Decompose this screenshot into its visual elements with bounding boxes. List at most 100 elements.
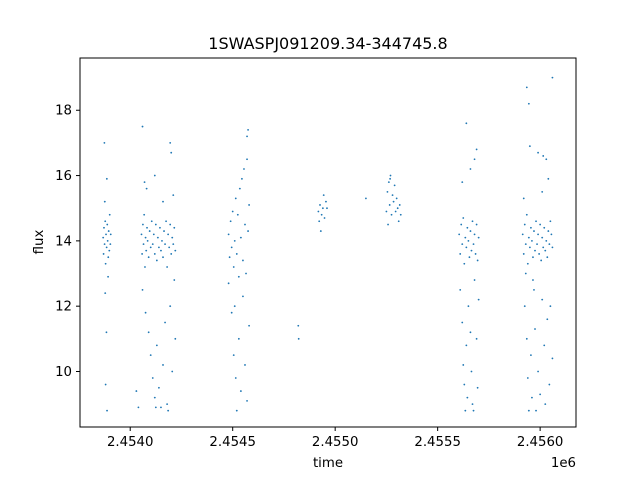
data-point xyxy=(473,233,476,236)
data-point xyxy=(389,174,392,177)
data-point xyxy=(228,256,231,259)
data-point xyxy=(161,239,163,242)
data-point xyxy=(528,246,531,249)
data-point xyxy=(167,233,170,236)
data-point xyxy=(156,236,159,239)
data-point xyxy=(318,220,321,223)
data-point xyxy=(535,409,537,412)
data-point xyxy=(538,253,541,255)
data-point xyxy=(155,344,158,347)
data-point xyxy=(106,223,109,226)
data-point xyxy=(387,181,390,183)
data-point xyxy=(523,305,526,308)
data-point xyxy=(109,233,112,236)
data-point xyxy=(248,324,250,327)
data-point xyxy=(144,311,147,314)
y-axis-ticks: 10 12 14 16 18 xyxy=(55,104,80,380)
data-point xyxy=(166,266,169,268)
data-point xyxy=(172,243,175,246)
data-point xyxy=(152,233,155,236)
data-point xyxy=(242,295,244,298)
data-point xyxy=(141,288,144,291)
x-axis-label: time xyxy=(313,456,343,471)
data-point xyxy=(107,275,109,278)
data-point xyxy=(169,305,172,308)
data-point xyxy=(323,217,326,219)
data-point xyxy=(171,370,174,373)
y-axis-label: flux xyxy=(32,230,47,255)
data-point xyxy=(473,279,476,281)
data-point xyxy=(394,210,397,213)
data-point xyxy=(230,311,233,314)
data-point xyxy=(137,406,140,409)
data-point xyxy=(141,125,144,128)
data-point xyxy=(539,393,542,396)
data-point xyxy=(239,390,242,392)
data-point xyxy=(169,223,172,226)
data-point xyxy=(151,377,154,379)
data-point xyxy=(461,243,464,246)
data-point xyxy=(154,223,157,226)
data-point xyxy=(464,236,467,239)
data-point xyxy=(159,226,161,229)
data-point xyxy=(473,158,476,161)
data-point xyxy=(235,409,238,412)
data-point xyxy=(545,158,548,161)
x-axis-offset-label: 1e6 xyxy=(551,456,576,471)
data-point xyxy=(135,390,138,392)
data-point xyxy=(102,236,105,239)
data-point xyxy=(468,256,471,259)
x-tick-label: 2.4540 xyxy=(107,435,154,450)
data-point xyxy=(537,151,539,154)
data-point xyxy=(106,239,109,242)
data-point xyxy=(243,168,245,170)
data-point xyxy=(469,230,472,232)
x-tick-label: 2.4545 xyxy=(209,435,256,450)
data-point xyxy=(173,226,176,229)
data-point xyxy=(392,200,395,203)
chart-title: 1SWASPJ091209.34-344745.8 xyxy=(208,34,447,53)
data-point xyxy=(147,256,150,259)
data-point xyxy=(540,259,543,262)
data-point xyxy=(105,233,107,236)
data-point xyxy=(162,200,164,203)
data-point xyxy=(467,305,470,308)
data-point xyxy=(537,233,539,236)
data-point xyxy=(320,213,323,216)
data-point xyxy=(551,246,554,249)
data-point xyxy=(524,272,527,275)
data-point xyxy=(147,331,150,334)
data-point xyxy=(527,102,530,105)
y-tick-label: 16 xyxy=(55,169,72,184)
data-point xyxy=(522,253,525,255)
data-point xyxy=(174,337,177,340)
data-point xyxy=(149,354,152,357)
data-point xyxy=(465,246,468,249)
data-point xyxy=(544,249,547,252)
data-point xyxy=(471,403,474,406)
data-point xyxy=(163,230,165,232)
data-point xyxy=(527,236,530,239)
data-point xyxy=(475,337,478,340)
data-point xyxy=(548,383,551,386)
data-point xyxy=(551,76,554,79)
data-point xyxy=(524,243,527,246)
data-point xyxy=(462,364,465,366)
data-point xyxy=(141,253,144,255)
data-point xyxy=(246,399,248,402)
data-point xyxy=(549,305,552,308)
data-point xyxy=(145,249,148,252)
data-point xyxy=(396,207,399,210)
data-point xyxy=(398,204,401,206)
data-point xyxy=(158,386,160,389)
data-point xyxy=(391,194,394,197)
data-point xyxy=(526,377,529,379)
data-point xyxy=(385,210,388,213)
data-point xyxy=(107,230,110,232)
data-point xyxy=(143,181,146,183)
data-points xyxy=(102,76,554,412)
data-point xyxy=(146,226,148,229)
data-point xyxy=(105,177,108,180)
data-point xyxy=(542,155,545,157)
